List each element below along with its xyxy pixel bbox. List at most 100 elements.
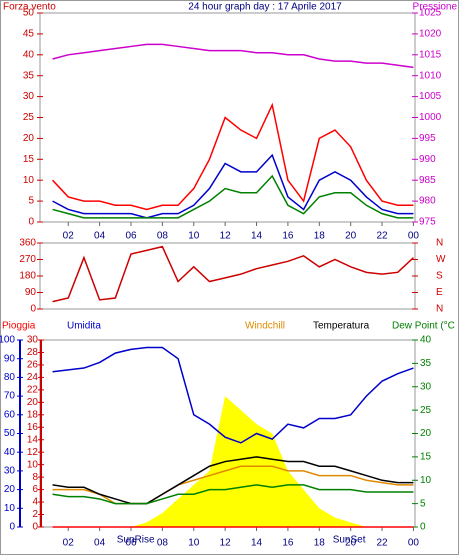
y-tick-label: 40 [4,447,16,458]
y-tick-label: 20 [4,484,16,495]
y2-tick-label: 1000 [419,112,442,123]
y-tick-label: 45 [23,29,35,40]
x-tick-label: 14 [251,538,263,549]
y2-tick-label: 1025 [419,8,442,19]
annotation: SunSet [333,535,366,546]
x-tick-label: 04 [94,538,106,549]
y-tick-label: 5 [28,196,34,207]
y3-tick-label: 28 [27,347,39,358]
y3-tick-label: 14 [27,434,39,445]
y-tick-label: 25 [23,112,35,123]
y3-tick-label: 22 [27,385,39,396]
x-tick-label: 00 [408,231,420,242]
y2-tick-label: 980 [419,196,436,207]
series-line [52,102,414,211]
plot-area [39,242,416,310]
legend-label: Dew Point (°C [392,321,455,332]
y2-tick-label: E [436,287,443,298]
y2-tick-label: 1005 [419,91,442,102]
y3-tick-label: 24 [27,372,39,383]
y3-tick-label: 10 [27,459,39,470]
x-tick-label: 22 [376,231,388,242]
y2-tick-label: S [436,271,443,282]
y3-tick-label: 8 [32,472,38,483]
x-tick-label: 04 [94,231,106,242]
y2-tick-label: 20 [420,428,432,439]
x-tick-label: 08 [157,231,169,242]
y2-tick-label: 25 [420,405,432,416]
y2-tick-label: 990 [419,154,436,165]
y-tick-label: 20 [23,133,35,144]
y3-tick-label: 2 [32,509,38,520]
y-label: Forza vento [3,2,56,13]
x-tick-label: 18 [314,231,326,242]
y2-tick-label: 30 [420,381,432,392]
y-tick-label: 270 [19,254,36,265]
x-tick-label: 20 [345,231,357,242]
series-line [52,153,414,219]
y3-tick-label: 0 [32,522,38,533]
series-line [52,484,414,505]
y2-tick-label: 5 [420,498,426,509]
y-tick-label: 35 [23,70,35,81]
y-tick-label: 30 [4,466,16,477]
y-tick-label: 10 [4,503,16,514]
y-tick-label: 15 [23,154,35,165]
y2-tick-label: W [436,254,446,265]
x-tick-label: 22 [376,538,388,549]
y2-tick-label: 15 [420,452,432,463]
y2-tick-label: 1015 [419,49,442,60]
y3-tick-label: 20 [27,397,39,408]
x-tick-label: 12 [220,538,232,549]
legend-label: Windchill [245,321,285,332]
y2-tick-label: N [436,304,443,315]
x-tick-label: 06 [125,231,137,242]
y-tick-label: 90 [4,353,16,364]
x-tick-label: 16 [282,538,294,549]
y-tick-label: 180 [19,271,36,282]
y2-label: Pressione [413,2,458,13]
annotation: SunRise [117,535,155,546]
y-tick-label: 30 [23,91,35,102]
legend-label: Umidita [67,321,101,332]
x-tick-label: 08 [157,538,169,549]
plot-area [39,12,416,223]
y3-tick-label: 16 [27,422,39,433]
x-tick-label: 00 [408,538,420,549]
series-line [52,174,414,219]
y2-tick-label: 0 [420,522,426,533]
x-tick-label: 18 [314,538,326,549]
y-tick-label: 60 [4,409,16,420]
series-line [52,43,414,69]
x-tick-label: 10 [188,231,200,242]
chart-title: 24 hour graph day : 17 Aprile 2017 [188,2,342,13]
y2-tick-label: N [436,238,443,249]
y2-tick-label: 1020 [419,29,442,40]
y2-tick-label: 10 [420,475,432,486]
y-tick-label: 80 [4,372,16,383]
y2-tick-label: 35 [420,358,432,369]
x-tick-label: 16 [282,231,294,242]
y2-tick-label: 975 [419,217,436,228]
y-tick-label: 100 [0,335,15,346]
legend-label: Pioggia [2,321,36,332]
series-line [52,456,414,505]
x-tick-label: 02 [63,231,75,242]
x-tick-label: 06 [125,538,137,549]
legend-label: Temperatura [313,321,370,332]
y-tick-label: 70 [4,391,16,402]
y-tick-label: 10 [23,175,35,186]
y-tick-label: 360 [19,238,36,249]
x-tick-label: 10 [188,538,200,549]
y3-tick-label: 26 [27,360,39,371]
y2-tick-label: 40 [420,335,432,346]
y-tick-label: 0 [30,304,36,315]
series-line [52,346,414,444]
y-tick-label: 50 [4,428,16,439]
x-tick-label: 12 [220,231,232,242]
y3-tick-label: 12 [27,447,39,458]
x-tick-label: 14 [251,231,263,242]
y-tick-label: 0 [28,217,34,228]
y3-tick-label: 30 [27,335,39,346]
